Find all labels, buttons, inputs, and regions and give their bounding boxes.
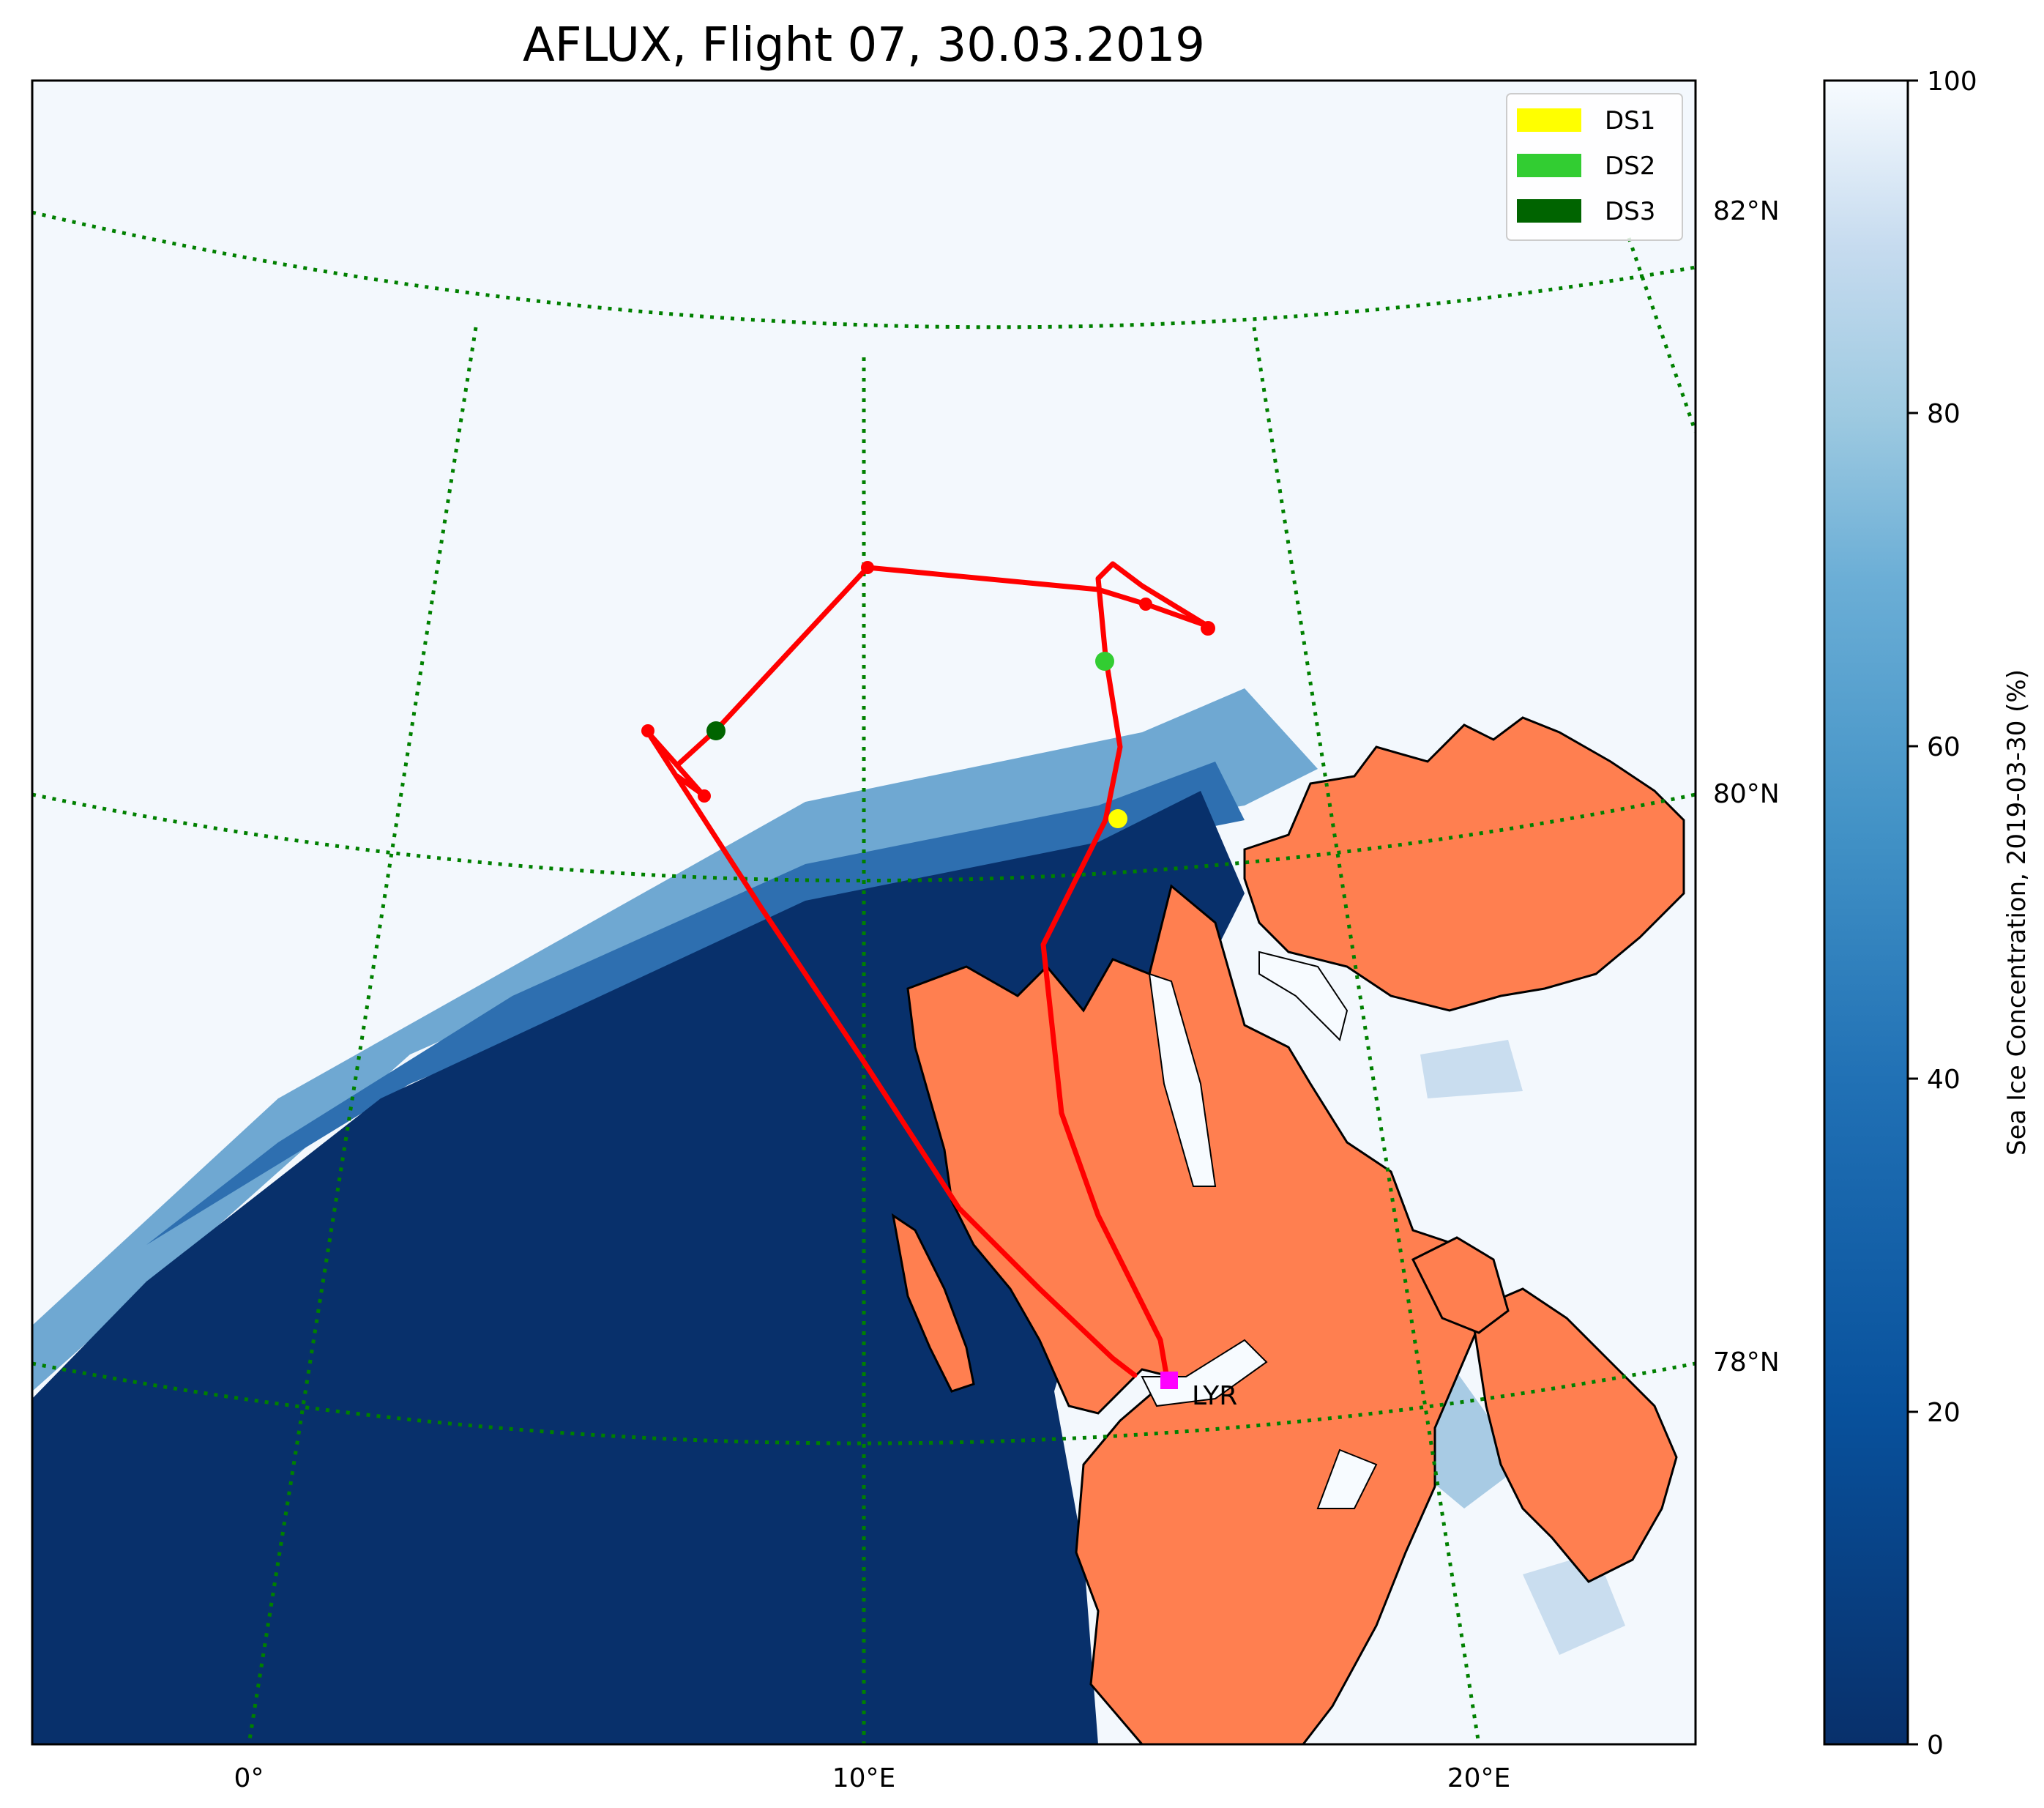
cb-tick-label-80: 80 — [1927, 399, 1961, 429]
cb-tick-label-0: 0 — [1927, 1730, 1944, 1760]
ds2-marker — [1095, 652, 1114, 671]
barentsoya-island — [1411, 1236, 1510, 1334]
meridian-0 — [247, 327, 478, 1744]
nordaustlandet-island — [1243, 716, 1685, 1012]
wijdefjorden — [1148, 972, 1217, 1187]
legend-swatch-ds3 — [1517, 199, 1581, 223]
cb-tick-label-60: 60 — [1927, 732, 1961, 762]
map-title: AFLUX, Flight 07, 30.03.2019 — [523, 18, 1205, 72]
meridian-30e — [1627, 237, 1696, 433]
map-area: LYR DS1 DS2 DS3 — [32, 81, 1696, 1744]
ds3-marker — [706, 721, 726, 740]
legend-swatch-ds2 — [1517, 154, 1581, 177]
cb-tick-label-100: 100 — [1927, 67, 1977, 97]
lyr-label: LYR — [1192, 1381, 1237, 1411]
fjords — [1141, 950, 1378, 1509]
track-marker — [698, 789, 711, 803]
meridian-20e — [1252, 327, 1481, 1744]
colorbar-gradient — [1823, 79, 1909, 1746]
track-marker — [861, 561, 874, 574]
legend-label-ds2: DS2 — [1605, 152, 1655, 181]
map-frame — [31, 79, 1697, 1746]
lyr-station-marker — [1160, 1372, 1178, 1389]
legend: DS1 DS2 DS3 — [1506, 93, 1683, 241]
track-marker — [1201, 621, 1215, 636]
legend-label-ds3: DS3 — [1605, 197, 1655, 226]
colorbar-ticks — [1908, 79, 1918, 1746]
marginal-ice-zone — [146, 762, 1245, 1245]
ice-patch — [1420, 1040, 1523, 1098]
parallel-78n — [32, 1361, 1696, 1446]
parallel-80n — [32, 792, 1696, 882]
cb-tick-label-20: 20 — [1927, 1398, 1961, 1428]
lon-label-0: 0° — [234, 1763, 264, 1793]
storfjorden-area — [1316, 1448, 1378, 1509]
hinlopen-strait — [1258, 950, 1349, 1041]
lat-label-82n: 82°N — [1713, 196, 1780, 226]
edgeoya-island — [1470, 1287, 1678, 1583]
track-marker — [1139, 598, 1152, 611]
colorbar: 0 20 40 60 80 100 Sea Ice Concentration,… — [1823, 67, 2032, 1760]
ice-edge-band — [32, 688, 1318, 1391]
lon-label-10e: 10°E — [832, 1763, 896, 1793]
track-endpoint-markers — [641, 561, 1215, 803]
lon-label-20e: 20°E — [1447, 1763, 1511, 1793]
lat-label-78n: 78°N — [1713, 1347, 1780, 1377]
prins-karls-forland — [891, 1213, 975, 1393]
ds1-marker — [1108, 809, 1127, 828]
colorbar-label: Sea Ice Concentration, 2019-03-30 (%) — [2002, 669, 2032, 1156]
svalbard-land — [891, 716, 1685, 1744]
track-leg-3 — [645, 729, 1138, 1378]
spitsbergen-island — [906, 884, 1480, 1744]
graticule — [32, 210, 1696, 1744]
isfjorden — [1141, 1339, 1268, 1407]
ice-patch — [1523, 1552, 1625, 1655]
legend-label-ds1: DS1 — [1605, 106, 1655, 135]
parallel-82n — [32, 210, 1696, 330]
lat-label-80n: 80°N — [1713, 779, 1780, 809]
legend-swatch-ds1 — [1517, 108, 1581, 132]
cb-tick-label-40: 40 — [1927, 1065, 1961, 1095]
track-marker — [641, 724, 654, 737]
track-leg-1 — [1040, 561, 1211, 1385]
